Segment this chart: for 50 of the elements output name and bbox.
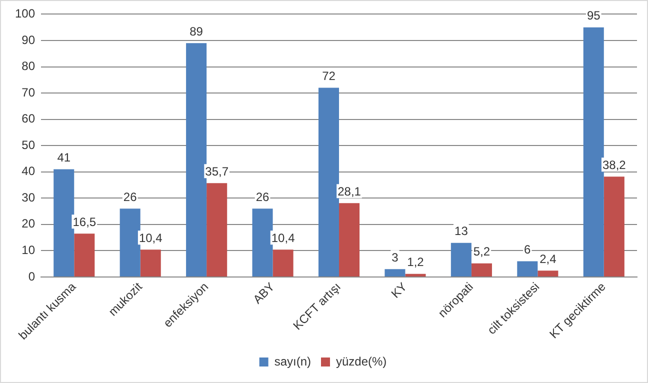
bar [583,27,604,276]
data-label: 72 [322,69,336,84]
bar [471,263,492,276]
data-label: 26 [123,190,138,204]
data-label: 13 [454,224,468,238]
data-label: 10,4 [271,230,296,245]
bar [186,43,207,276]
bar [517,261,538,276]
bar [140,250,161,276]
legend-label: yüzde(%) [336,354,387,368]
bar [538,270,558,276]
data-label: 41 [57,150,71,165]
y-tick-label: 50 [22,138,36,152]
bar [450,242,472,276]
bar [405,274,426,276]
y-tick-label: 30 [22,190,36,204]
data-label: 2,4 [540,252,557,266]
data-label: 89 [190,24,204,38]
data-label: 10,4 [138,230,163,245]
bar [339,203,360,276]
bar [604,176,624,276]
y-tick-label: 10 [22,243,36,258]
x-tick-label: KY [388,280,410,301]
bar [120,208,140,276]
y-tick-label: 70 [22,85,36,100]
data-label: 1,2 [407,255,424,270]
y-tick-label: 80 [22,59,36,74]
bar [74,234,95,276]
bar [252,208,273,276]
bar [272,250,294,276]
bar [318,88,340,276]
data-label: 6 [524,242,532,257]
legend-label: sayı(n) [274,354,312,368]
data-label: 5,2 [473,244,490,259]
data-label: 38,2 [602,158,626,172]
data-label: 16,5 [72,214,96,229]
data-label: 35,7 [205,164,229,178]
y-tick-label: 90 [22,32,36,47]
y-tick-label: 20 [22,216,36,231]
data-label: 95 [586,8,601,23]
data-label: 26 [256,190,270,204]
data-label: 28,1 [338,184,362,198]
y-tick-label: 60 [22,112,36,126]
y-tick-label: 0 [28,269,36,284]
bar [54,169,74,276]
y-tick-label: 100 [14,6,36,21]
data-label: 3 [392,250,399,264]
bar [384,269,406,276]
y-tick-label: 40 [22,164,36,178]
bar [206,183,228,276]
